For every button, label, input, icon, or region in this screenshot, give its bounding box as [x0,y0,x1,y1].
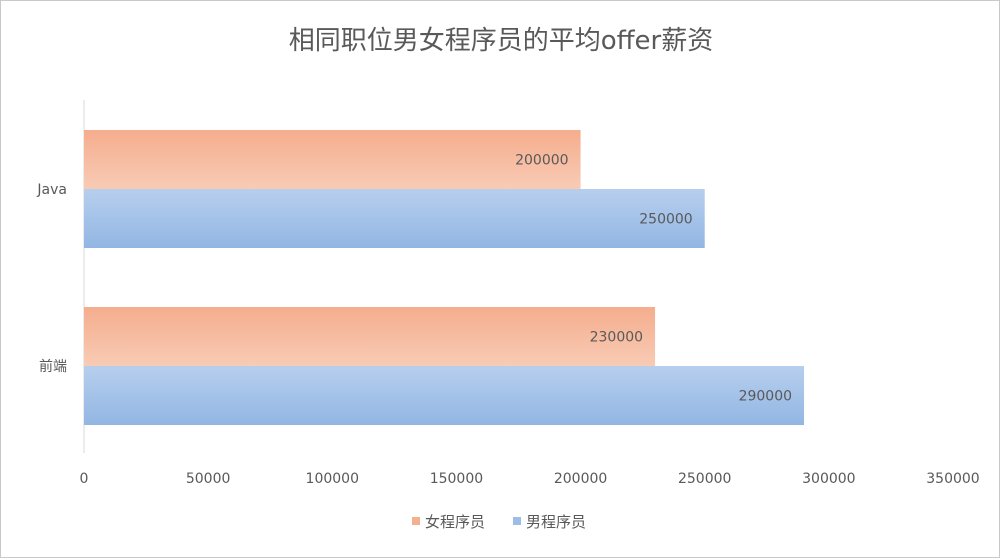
legend-swatch-male [513,517,521,525]
data-label-male-1: 290000 [739,389,792,405]
bar-male-0 [84,189,705,248]
x-tick-label-6: 300000 [802,471,855,487]
data-label-male-0: 250000 [639,212,692,228]
x-tick-labels: 0 50000 100000 150000 200000 250000 300000 3500… [80,471,980,487]
category-labels: Java 前端 [36,182,67,375]
x-tick-label-1: 50000 [186,471,231,487]
x-tick-label-3: 150000 [430,471,483,487]
data-label-female-0: 200000 [515,153,568,169]
legend-label-male: 男程序员 [526,513,586,531]
bar-group: 200000 250000 230000 290000 [84,130,805,425]
x-tick-label-5: 250000 [678,471,731,487]
x-tick-label-2: 100000 [306,471,359,487]
x-tick-label-7: 350000 [926,471,979,487]
chart-title: 相同职位男女程序员的平均offer薪资 [289,26,714,56]
x-tick-label-0: 0 [80,471,89,487]
bar-female-1 [84,307,656,366]
category-label-1: 前端 [39,358,67,375]
data-label-female-1: 230000 [590,330,643,346]
category-label-0: Java [36,182,67,198]
legend-swatch-female [412,517,420,525]
legend-label-female: 女程序员 [425,513,485,531]
bar-female-0 [84,130,581,189]
bar-male-1 [84,366,805,425]
legend: 女程序员 男程序员 [412,513,586,531]
x-tick-label-4: 200000 [554,471,607,487]
